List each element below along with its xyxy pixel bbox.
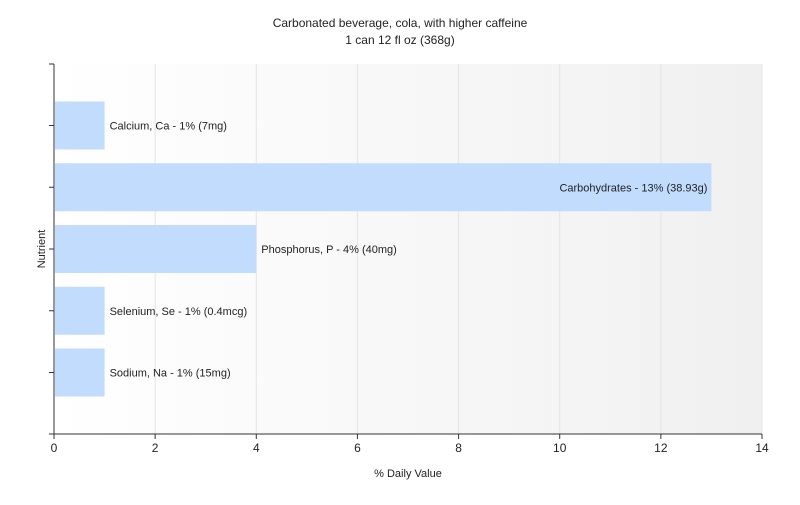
- x-tick-label: 2: [152, 441, 159, 455]
- bar-label: Selenium, Se - 1% (0.4mcg): [110, 306, 248, 318]
- bar: [55, 286, 105, 335]
- bar-label: Sodium, Na - 1% (15mg): [110, 368, 231, 380]
- axes: 0 2 4 6 8 10 12 14: [49, 63, 769, 455]
- y-axis-label: Nutrient: [36, 230, 48, 269]
- x-tick-label: 14: [755, 441, 769, 455]
- bar: [55, 101, 105, 150]
- bar-label: Carbohydrates - 13% (38.93g): [559, 182, 707, 194]
- bar-label: Phosphorus, P - 4% (40mg): [261, 244, 397, 256]
- x-tick-label: 4: [253, 441, 260, 455]
- chart-title: Carbonated beverage, cola, with higher c…: [273, 16, 528, 30]
- bars: [55, 101, 712, 397]
- x-tick-label: 8: [455, 441, 462, 455]
- x-tick-label: 12: [654, 441, 668, 455]
- chart-subtitle: 1 can 12 fl oz (368g): [345, 33, 454, 47]
- x-tick-label: 0: [51, 441, 58, 455]
- bar-labels: Calcium, Ca - 1% (7mg) Carbohydrates - 13…: [110, 121, 708, 380]
- bar: [55, 225, 257, 273]
- x-axis-label: % Daily Value: [374, 468, 442, 480]
- x-tick-label: 6: [354, 441, 361, 455]
- x-tick-label: 10: [553, 441, 567, 455]
- bar: [55, 348, 105, 397]
- bar: [55, 163, 712, 212]
- bar-label: Calcium, Ca - 1% (7mg): [110, 121, 227, 133]
